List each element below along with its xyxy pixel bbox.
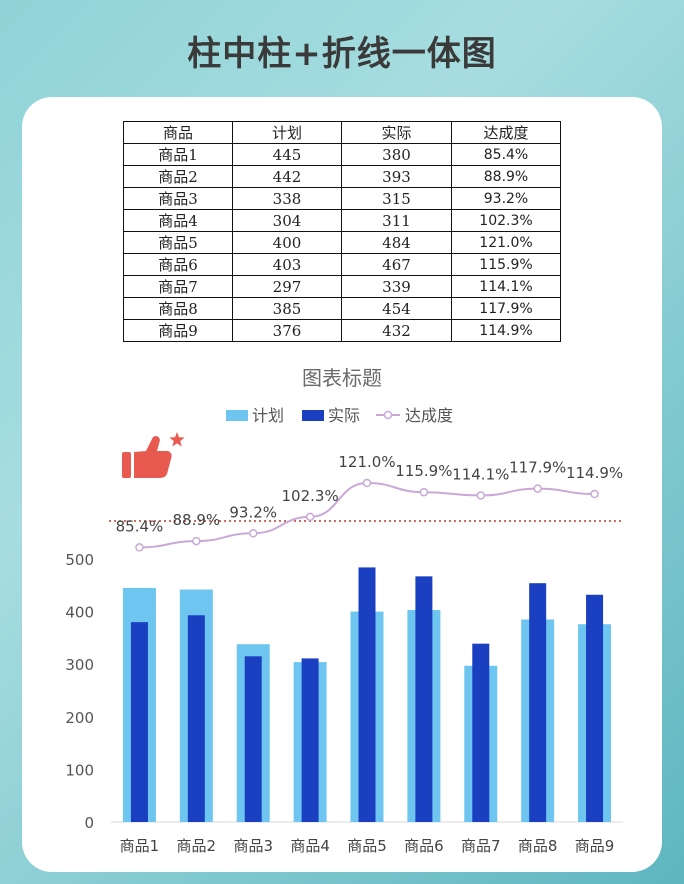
x-tick-label: 商品5 (347, 837, 387, 855)
bar-actual (415, 576, 433, 822)
rate-data-label: 93.2% (229, 503, 277, 521)
cell-rate: 114.9% (451, 319, 561, 342)
rate-point (305, 512, 315, 522)
bar-actual (529, 583, 547, 822)
y-tick-label: 500 (65, 551, 94, 569)
rate-point (476, 491, 486, 500)
legend-swatch-rate-marker (383, 410, 393, 420)
table-row: 商品8 385 454 117.9% (123, 297, 561, 320)
cell-rate: 88.9% (451, 165, 561, 188)
cell-actual: 432 (341, 319, 452, 342)
header-rate: 达成度 (451, 121, 561, 144)
x-tick-label: 商品4 (290, 837, 330, 855)
bar-actual (130, 622, 148, 822)
bar-actual (586, 594, 604, 822)
y-tick-label: 100 (65, 761, 94, 779)
rate-data-label: 88.9% (173, 511, 221, 529)
x-tick-label: 商品3 (233, 837, 273, 855)
cell-plan: 442 (232, 165, 342, 188)
table-header-row: 商品 计划 实际 达成度 (123, 121, 561, 144)
rate-data-label: 117.9% (509, 459, 566, 477)
table-row: 商品9 376 432 114.9% (123, 319, 561, 342)
cell-plan: 376 (232, 319, 342, 342)
cell-product: 商品3 (123, 187, 233, 210)
rate-data-label: 114.9% (566, 464, 623, 482)
y-tick-label: 200 (65, 709, 94, 727)
bar-actual (244, 656, 262, 822)
cell-product: 商品1 (123, 143, 233, 166)
rate-point (192, 536, 201, 546)
rate-data-label: 85.4% (116, 517, 164, 535)
legend-swatch-actual (302, 410, 324, 421)
bar-actual (187, 615, 205, 822)
rate-data-label: 121.0% (338, 453, 395, 471)
bar-actual (301, 658, 319, 822)
bar-actual (358, 567, 376, 822)
x-tick-label: 商品1 (120, 837, 160, 855)
rate-point (248, 529, 258, 538)
x-tick-label: 商品8 (518, 837, 558, 855)
cell-product: 商品9 (123, 319, 233, 342)
legend-label-plan: 计划 (252, 406, 284, 425)
rate-point (362, 478, 372, 488)
y-tick-label: 0 (84, 814, 94, 832)
table-body: 商品1 445 380 85.4% 商品2 442 393 88.9% 商品3 338 315 93.… (123, 143, 561, 342)
cell-plan: 338 (232, 187, 342, 210)
star-icon (169, 432, 185, 447)
legend-label-actual: 实际 (328, 406, 360, 425)
rate-point (533, 484, 542, 493)
data-table: 商品 计划 实际 达成度 商品1 445 380 85.4% 商品2 442 393 88.9… (123, 121, 561, 342)
rate-point (590, 489, 599, 499)
x-tick-label: 商品2 (177, 837, 217, 855)
rate-data-label: 115.9% (395, 462, 452, 480)
x-tick-label: 商品7 (461, 837, 501, 855)
table-row: 商品4 304 311 102.3% (123, 209, 561, 232)
rate-data-label: 114.1% (452, 465, 509, 483)
chart-title: 图表标题 (302, 366, 382, 390)
rate-point (419, 487, 429, 497)
cell-product: 商品6 (123, 253, 233, 276)
rate-data-label: 102.3% (282, 487, 339, 505)
header-product: 商品 (123, 121, 233, 144)
table-row: 商品2 442 393 88.9% (123, 165, 561, 188)
table-row: 商品1 445 380 85.4% (123, 143, 561, 166)
cell-product: 商品2 (123, 165, 233, 188)
page-headline: 柱中柱+折线一体图 (187, 34, 497, 74)
bar-actual (472, 643, 490, 822)
x-tick-label: 商品6 (404, 837, 444, 855)
y-tick-label: 400 (65, 604, 94, 622)
rate-point (135, 543, 144, 552)
legend-label-rate: 达成度 (405, 406, 453, 425)
x-tick-label: 商品9 (575, 837, 615, 855)
cell-rate: 121.0% (451, 231, 561, 254)
legend-swatch-plan (226, 410, 248, 421)
cell-product: 商品8 (123, 297, 233, 320)
thumbs-up-icon (122, 436, 172, 478)
y-tick-label: 300 (65, 656, 94, 674)
cell-product: 商品4 (123, 209, 233, 232)
